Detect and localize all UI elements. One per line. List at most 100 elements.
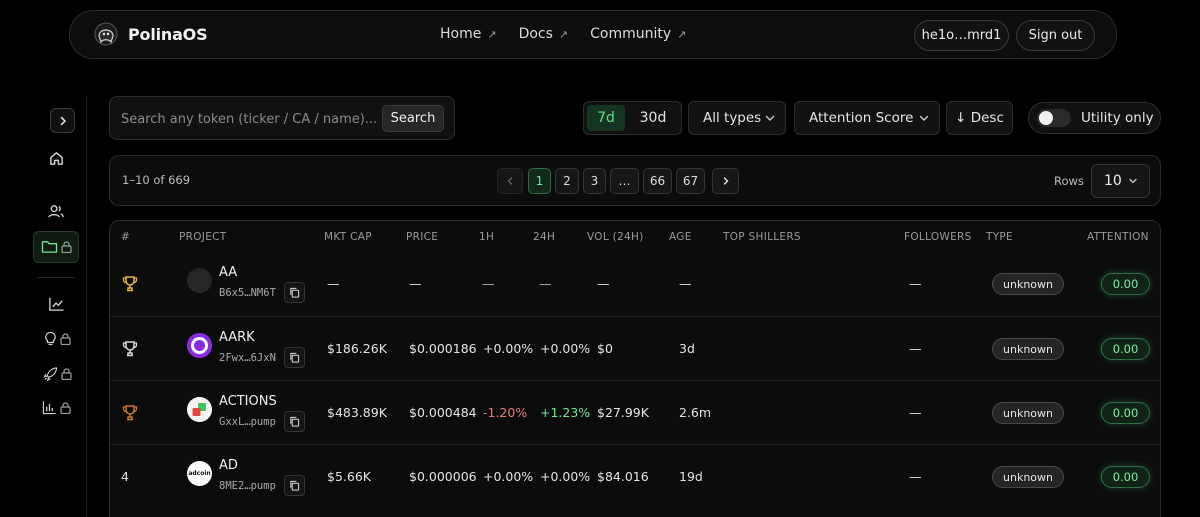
bar-chart-icon [42,401,56,415]
page-button-1[interactable]: 1 [528,168,551,194]
token-table: # PROJECT MKT CAP PRICE 1H 24H VOL (24H)… [109,220,1161,517]
pagination-bar: 1–10 of 669 1 2 3 … 66 67 Rows 10 [109,155,1161,206]
prev-page-button[interactable] [497,168,523,194]
volume-24h: $0 [597,341,613,356]
attention-score-badge: 0.00 [1101,273,1150,295]
project-name[interactable]: AA [219,265,238,280]
brand[interactable]: PolinaOS [94,22,208,46]
nav-link-docs[interactable]: Docs ↗ [519,26,569,42]
column-header-type: TYPE [986,231,1013,243]
rows-per-page-select[interactable]: 10 [1091,164,1150,198]
change-24h: — [539,276,552,291]
column-header-volume[interactable]: VOL (24H) [587,231,644,243]
type-badge: unknown [992,338,1064,360]
sort-order-button[interactable]: ↓ Desc [946,101,1013,135]
sidebar-item-users[interactable] [47,203,65,220]
actions-logo-icon [187,397,212,422]
results-range: 1–10 of 669 [122,173,191,187]
folder-icon [41,241,58,253]
users-icon [48,205,64,218]
nav-link-label: Community [590,26,672,42]
column-header-24h[interactable]: 24H [533,231,556,243]
chevron-down-icon [765,115,775,121]
column-header-mkt-cap[interactable]: MKT CAP [324,231,372,243]
external-link-icon: ↗ [677,27,687,41]
chevron-down-icon [1129,178,1137,184]
home-icon [50,152,63,165]
nav-link-label: Docs [518,26,553,42]
utility-only-toggle[interactable]: Utility only [1028,102,1161,134]
copy-address-button[interactable] [284,411,305,432]
volume-24h: — [597,276,610,291]
followers: — [909,341,922,356]
project-logo: adcoin [187,461,212,486]
trophy-gold-icon [122,276,138,292]
external-link-icon: ↗ [558,27,569,41]
change-24h: +1.23% [540,405,591,420]
age: 2.6m [679,405,712,420]
table-row[interactable]: 4 adcoin AD 8ME2…pump $5.66K $0.000006 +… [110,444,1160,508]
copy-address-button[interactable] [284,347,305,368]
sidebar-item-analytics[interactable] [42,400,71,415]
type-filter-value: All types [703,110,762,126]
contract-address: GxxL…pump [219,416,276,428]
sidebar-item-chart[interactable] [48,296,65,312]
column-header-followers[interactable]: FOLLOWERS [904,231,972,243]
sidebar-item-ideas[interactable] [44,331,71,347]
nav-link-community[interactable]: Community ↗ [590,26,686,42]
rocket-icon [43,367,58,382]
project-name[interactable]: ACTIONS [219,394,277,409]
price: $0.000006 [409,469,477,484]
market-cap: $5.66K [327,469,371,484]
rows-per-page-value: 10 [1104,173,1122,189]
age: 19d [679,469,703,484]
sidebar-item-folder[interactable] [41,239,72,254]
nav-link-home[interactable]: Home ↗ [440,26,497,42]
table-row[interactable]: ACTIONS GxxL…pump $483.89K $0.000484 -1.… [110,380,1160,444]
toggle-knob [1039,111,1053,125]
sidebar-toggle-button[interactable] [50,108,75,133]
search-button[interactable]: Search [382,105,444,132]
page-ellipsis: … [610,168,639,194]
change-1h: +0.00% [483,341,534,356]
attention-score-badge: 0.00 [1101,466,1150,488]
type-badge: unknown [992,466,1064,488]
sidebar-item-launch[interactable] [43,366,72,382]
rows-label: Rows [1054,174,1084,188]
price: — [409,276,422,291]
lock-icon [61,368,72,380]
brand-name: PolinaOS [128,24,208,44]
toggle-switch[interactable] [1037,109,1071,127]
copy-address-button[interactable] [284,282,305,303]
page-button-3[interactable]: 3 [583,168,606,194]
column-header-price[interactable]: PRICE [406,231,439,243]
page-button-67[interactable]: 67 [676,168,705,194]
period-30d-button[interactable]: 30d [639,110,667,126]
sign-out-button[interactable]: Sign out [1016,20,1095,51]
next-page-button[interactable] [712,168,739,194]
metric-select[interactable]: Attention Score [794,101,940,135]
table-row[interactable]: AARK 2Fwx…6JxN $186.26K $0.000186 +0.00%… [110,316,1160,380]
column-header-1h[interactable]: 1H [479,231,495,243]
column-header-attention[interactable]: ATTENTION [1087,231,1149,243]
change-1h: +0.00% [483,469,534,484]
change-1h: -1.20% [483,405,528,420]
page-button-2[interactable]: 2 [555,168,579,194]
table-row[interactable]: AA B6x5…NM6T — — — — — — — unknown 0.00 [110,252,1160,316]
page-button-66[interactable]: 66 [643,168,672,194]
copy-address-button[interactable] [284,475,305,496]
table-header: # PROJECT MKT CAP PRICE 1H 24H VOL (24H)… [110,221,1160,251]
search-box: Search [109,96,455,140]
sidebar-item-home[interactable] [48,150,65,167]
contract-address: B6x5…NM6T [219,287,276,299]
column-header-age[interactable]: AGE [669,231,692,243]
search-input[interactable] [121,109,383,129]
copy-icon [290,287,300,298]
period-7d-button[interactable]: 7d [587,105,625,131]
project-name[interactable]: AD [219,458,238,473]
project-name[interactable]: AARK [219,330,255,345]
wallet-address-button[interactable]: he1o…mrd1 [914,20,1009,51]
type-filter-select[interactable]: All types [688,101,786,135]
copy-icon [290,416,300,427]
rank: 4 [121,469,129,484]
